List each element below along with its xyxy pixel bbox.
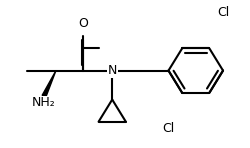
Text: O: O (78, 17, 88, 30)
Text: Cl: Cl (162, 122, 174, 135)
Text: NH₂: NH₂ (32, 96, 56, 110)
Polygon shape (42, 71, 56, 97)
Text: N: N (108, 64, 117, 77)
Text: Cl: Cl (217, 7, 229, 19)
